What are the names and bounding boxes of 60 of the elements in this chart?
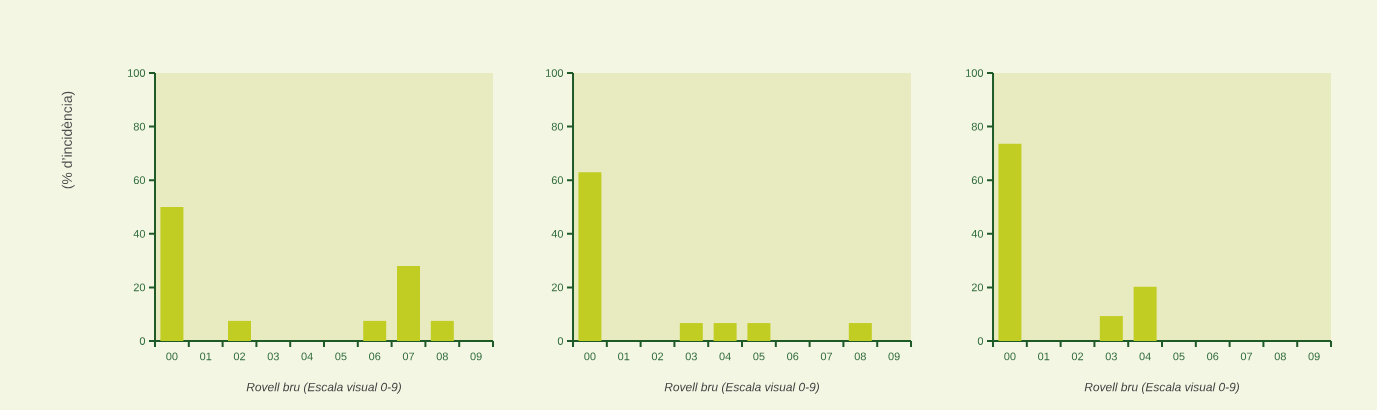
y-tick-label: 80: [133, 122, 146, 131]
x-tick-label: 08: [854, 352, 866, 361]
y-tick-label: 0: [139, 337, 146, 345]
x-tick-label: 03: [685, 352, 697, 361]
x-tick-label: 02: [651, 352, 664, 361]
bar: [228, 320, 252, 341]
x-axis-title: Rovell bru (Escala visual 0-9): [246, 382, 401, 394]
x-tick-label: 06: [1207, 352, 1219, 361]
x-tick-label: 07: [1240, 352, 1253, 361]
x-tick-label: 04: [1139, 352, 1151, 361]
bar: [1133, 286, 1157, 341]
y-tick-label: 40: [971, 229, 984, 238]
x-tick-label: 03: [267, 352, 279, 361]
y-tick-label: 100: [966, 69, 984, 77]
y-tick-label: 60: [971, 176, 984, 185]
x-tick-label: 07: [402, 352, 415, 361]
y-tick-label: 80: [971, 122, 984, 131]
x-tick-label: 03: [1105, 352, 1117, 361]
bar: [363, 320, 387, 341]
x-tick-label: 01: [200, 352, 212, 361]
bar: [998, 143, 1022, 341]
x-tick-label: 08: [436, 352, 448, 361]
x-tick-label: 04: [301, 352, 313, 361]
y-tick-label: 80: [551, 122, 564, 131]
y-tick-label: 40: [551, 229, 564, 238]
y-axis-title: (% d’incidència): [61, 91, 75, 189]
y-tick-label: 0: [557, 337, 564, 345]
y-tick-label: 0: [977, 337, 984, 345]
x-tick-label: 01: [1038, 352, 1050, 361]
x-tick-label: 04: [719, 352, 731, 361]
x-tick-label: 07: [820, 352, 833, 361]
bar: [1099, 316, 1123, 341]
y-tick-label: 60: [551, 176, 564, 185]
x-tick-label: 05: [335, 352, 347, 361]
bar: [430, 320, 454, 341]
x-tick-label: 09: [1308, 352, 1320, 361]
y-tick-label: 60: [133, 176, 146, 185]
bar: [397, 265, 421, 341]
x-tick-label: 05: [753, 352, 765, 361]
x-tick-label: 00: [1004, 352, 1016, 361]
x-tick-label: 08: [1274, 352, 1286, 361]
x-tick-label: 00: [584, 352, 596, 361]
x-axis-title: Rovell bru (Escala visual 0-9): [1084, 382, 1240, 394]
x-tick-label: 02: [1071, 352, 1084, 361]
y-tick-label: 20: [133, 283, 146, 292]
y-tick-label: 100: [546, 69, 564, 77]
x-tick-label: 02: [233, 352, 246, 361]
x-tick-label: 01: [618, 352, 630, 361]
y-tick-label: 20: [551, 283, 564, 292]
bar: [160, 207, 184, 341]
x-tick-label: 00: [166, 352, 178, 361]
x-tick-label: 09: [888, 352, 900, 361]
y-tick-label: 40: [133, 229, 146, 238]
x-axis-title: Rovell bru (Escala visual 0-9): [664, 382, 820, 394]
x-tick-label: 06: [787, 352, 799, 361]
x-tick-label: 06: [369, 352, 381, 361]
y-tick-label: 20: [971, 283, 984, 292]
x-tick-label: 05: [1173, 352, 1185, 361]
x-tick-label: 09: [470, 352, 482, 361]
y-tick-label: 100: [128, 69, 146, 77]
